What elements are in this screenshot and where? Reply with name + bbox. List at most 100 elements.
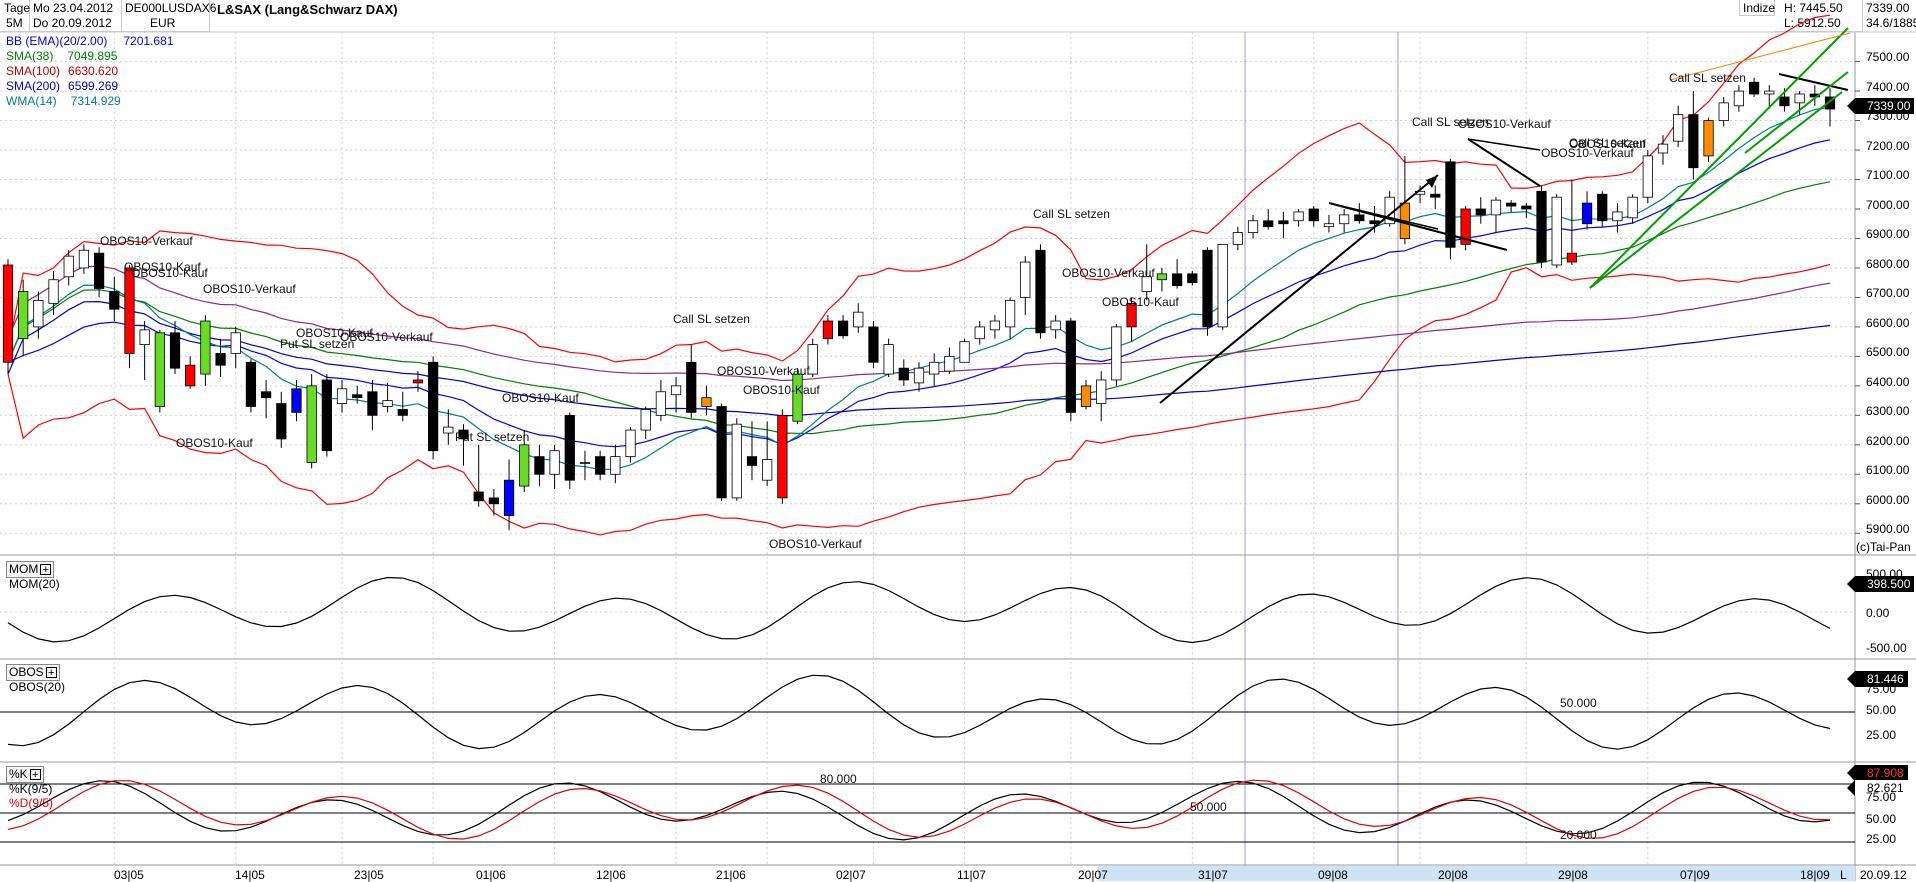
period-top[interactable]: Tage [4, 1, 31, 15]
mom-line [7, 576, 1831, 644]
trend-arrow-line [1778, 73, 1849, 91]
candle [352, 394, 363, 399]
stoch-tab-label: %K [9, 767, 28, 781]
signal-annotation: OBOS10-Verkauf [769, 537, 862, 551]
price-tick: 7500.00 [1866, 50, 1910, 64]
stoch-d-label: %D(9/5) [9, 796, 54, 810]
expand-icon[interactable]: + [45, 667, 57, 679]
candle [33, 299, 44, 328]
signal-annotation: OBOS10-Verkauf [717, 364, 810, 378]
legend-wma14[interactable]: WMA(14) 7314.929 [6, 94, 121, 108]
legend-sma200[interactable]: SMA(200) 6599.269 [6, 79, 118, 93]
stoch-d-tag: 82.621 [1847, 780, 1908, 796]
candle [1612, 211, 1623, 222]
trend-arrow-line [1467, 138, 1541, 151]
obos-panel-tab[interactable]: OBOS + [6, 664, 60, 681]
candle [245, 361, 257, 407]
candle [306, 385, 317, 463]
candle [1718, 102, 1729, 121]
isin-label: DE000LUSDAX6 [125, 1, 217, 15]
legend-sma200-label: SMA(200) [6, 79, 61, 93]
candle [230, 332, 241, 354]
expand-icon[interactable]: + [40, 564, 52, 576]
candle [853, 311, 864, 328]
candle [1673, 114, 1684, 142]
candle [1096, 379, 1107, 404]
candle [1521, 205, 1532, 210]
trend-arrow-head [1426, 175, 1438, 188]
date-tick: 31|07 [1198, 868, 1228, 882]
candle [1247, 220, 1259, 233]
candle [2, 264, 14, 363]
obos-sub-label: OBOS(20) [9, 680, 66, 694]
period-bottom[interactable]: 5M [6, 16, 23, 30]
candle [109, 291, 120, 310]
mom-panel-tab[interactable]: MOM + [6, 561, 55, 578]
candle [1308, 208, 1319, 222]
candle [1187, 273, 1198, 284]
legend-sma200-value: 6599.269 [68, 79, 119, 93]
candle [883, 344, 894, 375]
candle [139, 329, 150, 345]
expand-icon[interactable]: + [29, 769, 41, 781]
stoch-d-line [7, 779, 1831, 840]
signal-annotation: OBOS10-Kauf [1569, 137, 1646, 151]
candle [549, 450, 560, 475]
candle [1065, 320, 1076, 413]
candle [701, 397, 712, 407]
obos-level-label: 50.000 [1560, 696, 1597, 710]
candle [1703, 120, 1714, 157]
signal-annotation: Call SL setzen [673, 312, 750, 326]
candle [1475, 208, 1486, 216]
signal-annotation: Call SL setzen [1569, 136, 1646, 150]
candle [1080, 385, 1092, 407]
candle [215, 353, 226, 366]
candle [200, 320, 211, 375]
stoch-panel-tab[interactable]: %K + [6, 766, 44, 783]
instrument-title: L&SAX (Lang&Schwarz DAX) [217, 2, 398, 17]
legend-wma14-value: 7314.929 [70, 94, 121, 108]
candle [336, 388, 348, 404]
candle [534, 456, 545, 475]
candle [261, 391, 272, 399]
candle [1460, 208, 1471, 245]
candle [777, 414, 788, 499]
signal-annotation: OBOS10-Kauf [296, 326, 373, 340]
candle [276, 403, 287, 440]
legend-sma38[interactable]: SMA(38) 7049.895 [6, 49, 117, 63]
price-tick: 7400.00 [1866, 80, 1910, 94]
candle [1323, 223, 1335, 228]
candle [124, 267, 135, 354]
legend-sma100-value: 6630.620 [68, 64, 119, 78]
candle [473, 491, 484, 502]
stoch-tick: 25.00 [1866, 832, 1897, 846]
last-price-tag: 7339.00 [1846, 98, 1915, 114]
legend-sma38-value: 7049.895 [67, 49, 118, 63]
candle [1278, 220, 1289, 225]
candle [1156, 273, 1168, 281]
sma200-line [7, 300, 1831, 417]
candle [1004, 299, 1016, 328]
candle [1263, 220, 1274, 228]
period-box[interactable]: Tage 5M [0, 0, 30, 32]
date-range-box[interactable]: Mo 23.04.2012 Do 20.09.2012 [30, 0, 122, 32]
date-tick: 11|07 [957, 868, 986, 882]
date-to: Do 20.09.2012 [33, 16, 112, 30]
candle [1020, 261, 1031, 298]
stoch-k-line [7, 780, 1831, 841]
legend-bb[interactable]: BB (EMA)(20/2.00) 7201.681 [6, 34, 173, 48]
last-price-label: 7339.00 [1866, 1, 1910, 15]
signal-annotation: OBOS10-Kauf [131, 266, 208, 280]
candle [1445, 161, 1456, 248]
candle [959, 341, 970, 363]
legend-bb-label: BB (EMA)(20/2.00) [6, 34, 108, 48]
obos-line [7, 674, 1831, 750]
candle [1551, 196, 1562, 266]
indices-button[interactable]: Indizes [1739, 0, 1781, 16]
candle [564, 414, 575, 481]
mom-tick: 0.00 [1866, 606, 1890, 620]
candle [185, 364, 196, 387]
legend-sma100[interactable]: SMA(100) 6630.620 [6, 64, 118, 78]
candle [169, 332, 181, 369]
